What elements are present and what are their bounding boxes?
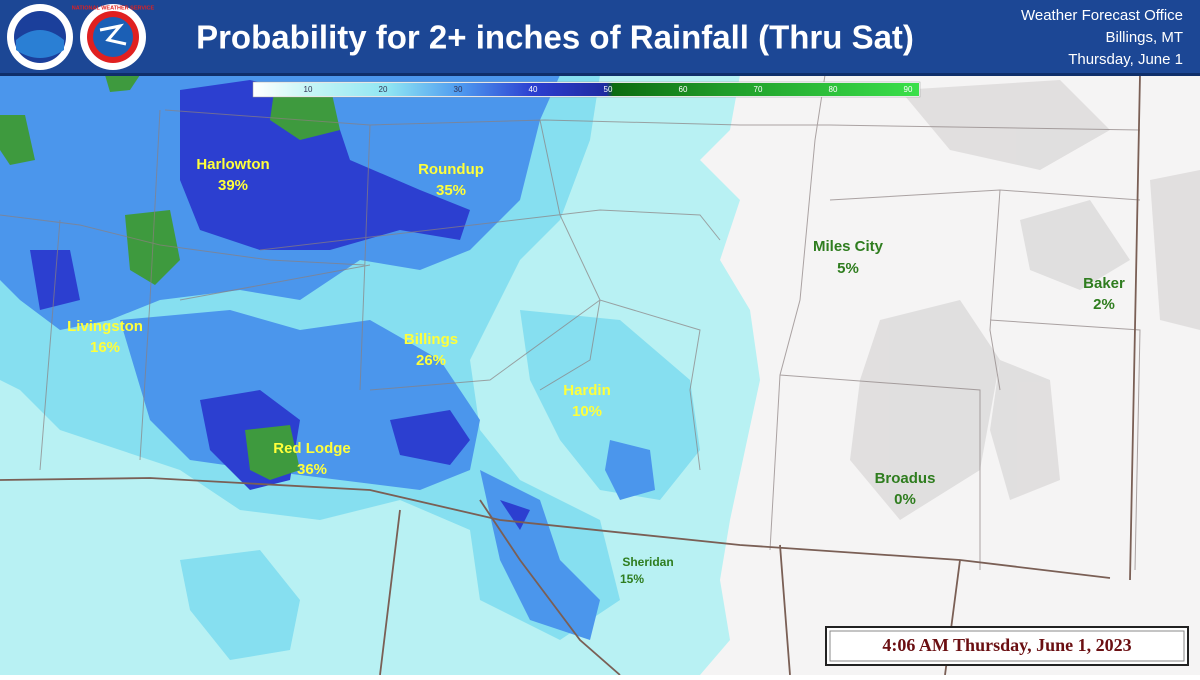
place-percent: 5% xyxy=(837,260,859,277)
colorbar-tick-label: 30 xyxy=(454,85,463,94)
colorbar-tick-label: 10 xyxy=(304,85,313,94)
place-labels: Harlowton 39% Roundup 35% Livingston 16%… xyxy=(67,156,1125,586)
place-name: Harlowton xyxy=(196,156,269,173)
place-name: Livingston xyxy=(67,318,143,335)
place-name: Roundup xyxy=(418,161,484,178)
place-percent: 10% xyxy=(572,403,602,420)
header-bar xyxy=(0,0,1200,75)
place-name: Red Lodge xyxy=(273,440,351,457)
noaa-logo: NOAA xyxy=(7,4,73,70)
place-percent: 0% xyxy=(894,491,916,508)
colorbar-tick-label: 20 xyxy=(379,85,388,94)
place-percent: 26% xyxy=(416,352,446,369)
timestamp: 4:06 AM Thursday, June 1, 2023 xyxy=(882,635,1131,655)
place-percent: 39% xyxy=(218,177,248,194)
office-line: Weather Forecast Office xyxy=(1021,7,1183,24)
colorbar-tick-label: 40 xyxy=(529,85,538,94)
logo-text: NOAA xyxy=(30,13,51,20)
place-name: Miles City xyxy=(813,238,884,255)
title: Probability for 2+ inches of Rainfall (T… xyxy=(196,19,914,56)
probability-shading xyxy=(0,75,760,675)
colorbar: 10 20 30 40 50 60 70 80 90 xyxy=(252,81,921,98)
logo-text: NATIONAL WEATHER SERVICE xyxy=(72,5,155,11)
office-line: Billings, MT xyxy=(1105,29,1183,46)
place-percent: 15% xyxy=(620,572,644,586)
place-name: Baker xyxy=(1083,275,1125,292)
place-name: Sheridan xyxy=(622,555,673,569)
place-percent: 16% xyxy=(90,339,120,356)
colorbar-tick-label: 70 xyxy=(754,85,763,94)
colorbar-tick-label: 60 xyxy=(679,85,688,94)
colorbar-tick-label: 90 xyxy=(904,85,913,94)
place-name: Hardin xyxy=(563,382,611,399)
place-name: Billings xyxy=(404,331,458,348)
place-percent: 35% xyxy=(436,182,466,199)
timestamp-inner xyxy=(829,630,1185,662)
nws-logo: NATIONAL WEATHER SERVICE xyxy=(72,4,155,70)
place-percent: 36% xyxy=(297,461,327,478)
place-percent: 2% xyxy=(1093,296,1115,313)
place-name: Broadus xyxy=(875,470,936,487)
colorbar-tick-label: 80 xyxy=(829,85,838,94)
office-line: Thursday, June 1 xyxy=(1068,51,1183,68)
header-rule xyxy=(0,73,1200,76)
boundaries xyxy=(0,74,1141,676)
colorbar-tick-label: 50 xyxy=(604,85,613,94)
terrain xyxy=(850,80,1200,520)
timestamp-box xyxy=(825,626,1189,666)
